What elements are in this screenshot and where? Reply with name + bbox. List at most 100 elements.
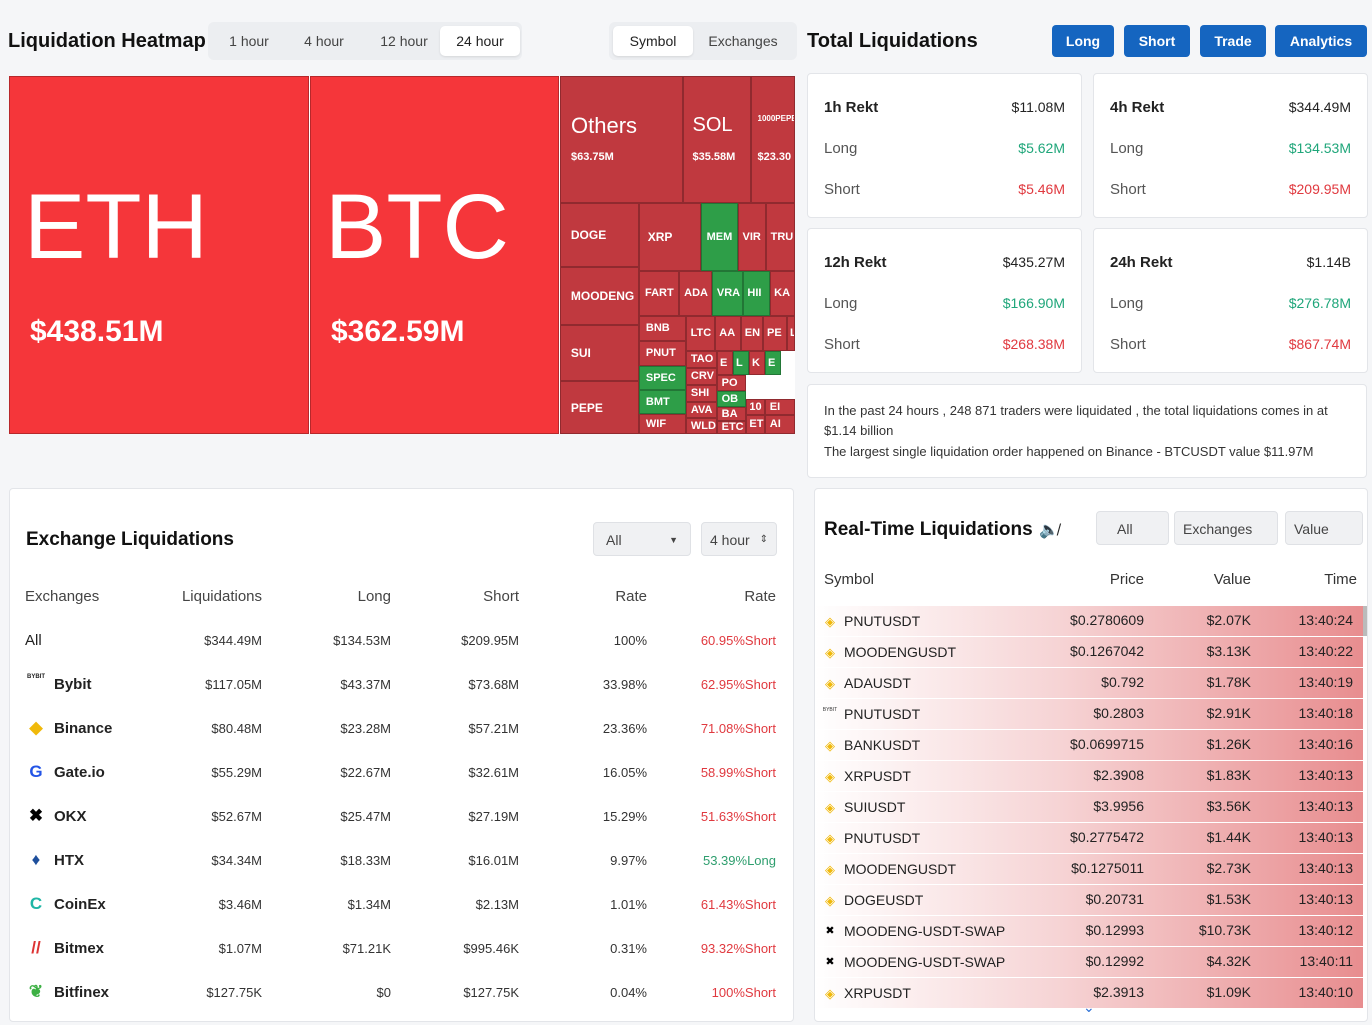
exchange-icon: ◆ — [29, 718, 43, 737]
tile-label: AVA — [690, 403, 713, 416]
heatmap-tile[interactable]: E — [765, 351, 781, 375]
tile-label: PEPE — [570, 400, 603, 415]
heatmap-tile[interactable]: BMT — [639, 390, 686, 414]
heatmap-tile[interactable]: BA — [717, 407, 746, 421]
cell: $71.21K — [342, 941, 391, 956]
exchange-name: All — [25, 632, 42, 649]
rekt-label: Long — [1110, 295, 1144, 312]
heatmap-tile[interactable]: VRA — [712, 271, 743, 316]
heatmap-tile[interactable]: WLD — [686, 418, 717, 434]
tile-label: ETC — [721, 421, 744, 433]
heatmap-tile[interactable]: KA — [770, 271, 795, 316]
heatmap-tile[interactable]: FART — [639, 271, 679, 316]
tile-label: CRV — [690, 370, 714, 382]
cell: $2.3913 — [1093, 984, 1144, 1000]
period-select[interactable]: 4 hour ⇕ — [701, 522, 777, 556]
heatmap-tile[interactable]: EI — [765, 399, 795, 415]
cell: $32.61M — [468, 765, 519, 780]
cell: $1.44K — [1206, 829, 1251, 845]
heatmap-tile[interactable]: MEM — [701, 203, 738, 271]
heatmap-tile[interactable]: ADA — [679, 271, 712, 316]
cell: $127.75K — [463, 985, 519, 1000]
heatmap-tile[interactable]: HII — [743, 271, 770, 316]
heatmap-tile[interactable]: AI — [765, 415, 795, 434]
heatmap-tile[interactable]: SOL $35.58M — [683, 76, 751, 203]
heatmap-tile[interactable]: ET — [746, 415, 765, 434]
heatmap-tile[interactable]: BTC $362.59M — [310, 76, 559, 434]
cell: 13:40:13 — [1298, 829, 1354, 845]
toggle-tab[interactable]: Symbol — [613, 26, 693, 56]
heatmap-tile[interactable]: AA — [715, 316, 741, 351]
symbol: MOODENG-USDT-SWAP — [844, 923, 1006, 939]
tile-label: SHI — [690, 387, 710, 399]
cell: 13:40:16 — [1298, 736, 1354, 752]
heatmap-tile[interactable]: VIR — [738, 203, 766, 271]
tile-value: $438.51M — [30, 315, 164, 348]
heatmap-tile[interactable]: E — [717, 351, 733, 375]
rekt-label: Long — [824, 295, 858, 312]
cell: 13:40:12 — [1298, 922, 1354, 938]
cell: $0.792 — [1101, 674, 1144, 690]
exchange-filter[interactable]: All ▼ — [593, 522, 691, 556]
heatmap-tile[interactable]: Others $63.75M — [560, 76, 683, 203]
tile-value: $63.75M — [571, 151, 614, 163]
heatmap-tile[interactable]: SHI — [686, 385, 717, 402]
realtime-filter[interactable]: All — [1096, 511, 1169, 545]
action-button[interactable]: Short — [1124, 25, 1190, 57]
period-tab[interactable]: 24 hour — [440, 26, 520, 56]
heatmap-tile[interactable]: K — [749, 351, 765, 375]
rekt-label: Short — [1110, 336, 1146, 353]
heatmap-tile[interactable]: BNB — [639, 316, 686, 341]
exchange-icon: C — [29, 894, 43, 913]
heatmap-tile[interactable]: ETC — [717, 421, 746, 434]
exchange-icon: ◈ — [825, 893, 835, 908]
action-button[interactable]: Long — [1052, 25, 1114, 57]
symbol: PNUTUSDT — [844, 830, 921, 846]
cell: 60.95%Short — [700, 633, 776, 648]
heatmap-tile[interactable]: SUI — [560, 325, 639, 381]
row-background — [815, 761, 1363, 792]
heatmap-tile[interactable]: 1000PEPE $23.30 — [751, 76, 795, 203]
cell: $34.34M — [211, 853, 262, 868]
column-header: Rate — [744, 588, 776, 605]
heatmap-tile[interactable]: AVA — [686, 402, 717, 418]
realtime-filter[interactable]: Value — [1285, 511, 1363, 545]
heatmap-tile[interactable]: PNUT — [639, 341, 686, 366]
realtime-filter[interactable]: Exchanges — [1174, 511, 1278, 545]
action-button[interactable]: Trade — [1200, 25, 1266, 57]
heatmap-tile[interactable]: L — [787, 316, 795, 351]
heatmap-tile[interactable]: PEPE — [560, 381, 639, 434]
cell: 93.32%Short — [700, 941, 776, 956]
heatmap-tile[interactable]: SPEC — [639, 366, 686, 390]
heatmap-tile[interactable]: 10 — [746, 399, 765, 415]
heatmap-tile[interactable]: TAO — [686, 351, 717, 368]
scroll-arrow[interactable]: ⌄ — [1083, 999, 1095, 1015]
period-tab[interactable]: 12 hour — [380, 33, 428, 49]
period-tab[interactable]: 4 hour — [304, 33, 344, 49]
heatmap-tile[interactable]: XRP — [639, 203, 701, 271]
heatmap-tile[interactable]: OB — [717, 391, 746, 407]
heatmap-tile[interactable]: WIF — [639, 414, 686, 434]
heatmap-tile[interactable]: L — [733, 351, 749, 375]
mute-icon[interactable]: 🔈̸ — [1039, 522, 1059, 539]
heatmap-tile[interactable]: DOGE — [560, 203, 639, 267]
heatmap-tile[interactable]: TRU — [766, 203, 795, 271]
cell: 71.08%Short — [700, 721, 776, 736]
column-header: Rate — [615, 588, 647, 605]
heatmap-tile[interactable]: CRV — [686, 368, 717, 385]
rekt-value: $11.08M — [1011, 99, 1065, 115]
period-tab[interactable]: 1 hour — [229, 33, 269, 49]
heatmap-tile[interactable]: MOODENG — [560, 267, 639, 325]
heatmap-tile[interactable]: PE — [763, 316, 787, 351]
column-header: Time — [1324, 571, 1357, 588]
cell: $1.83K — [1206, 767, 1251, 783]
heatmap-tile[interactable]: ETH $438.51M — [9, 76, 309, 434]
heatmap-tile[interactable]: EN — [741, 316, 763, 351]
action-button[interactable]: Analytics — [1275, 25, 1367, 57]
cell: $1.53K — [1206, 891, 1251, 907]
cell: 1.01% — [610, 897, 647, 912]
heatmap-tile[interactable]: PO — [717, 375, 746, 391]
cell: $16.01M — [468, 853, 519, 868]
heatmap-tile[interactable]: LTC — [686, 316, 715, 351]
toggle-tab[interactable]: Exchanges — [708, 33, 778, 49]
